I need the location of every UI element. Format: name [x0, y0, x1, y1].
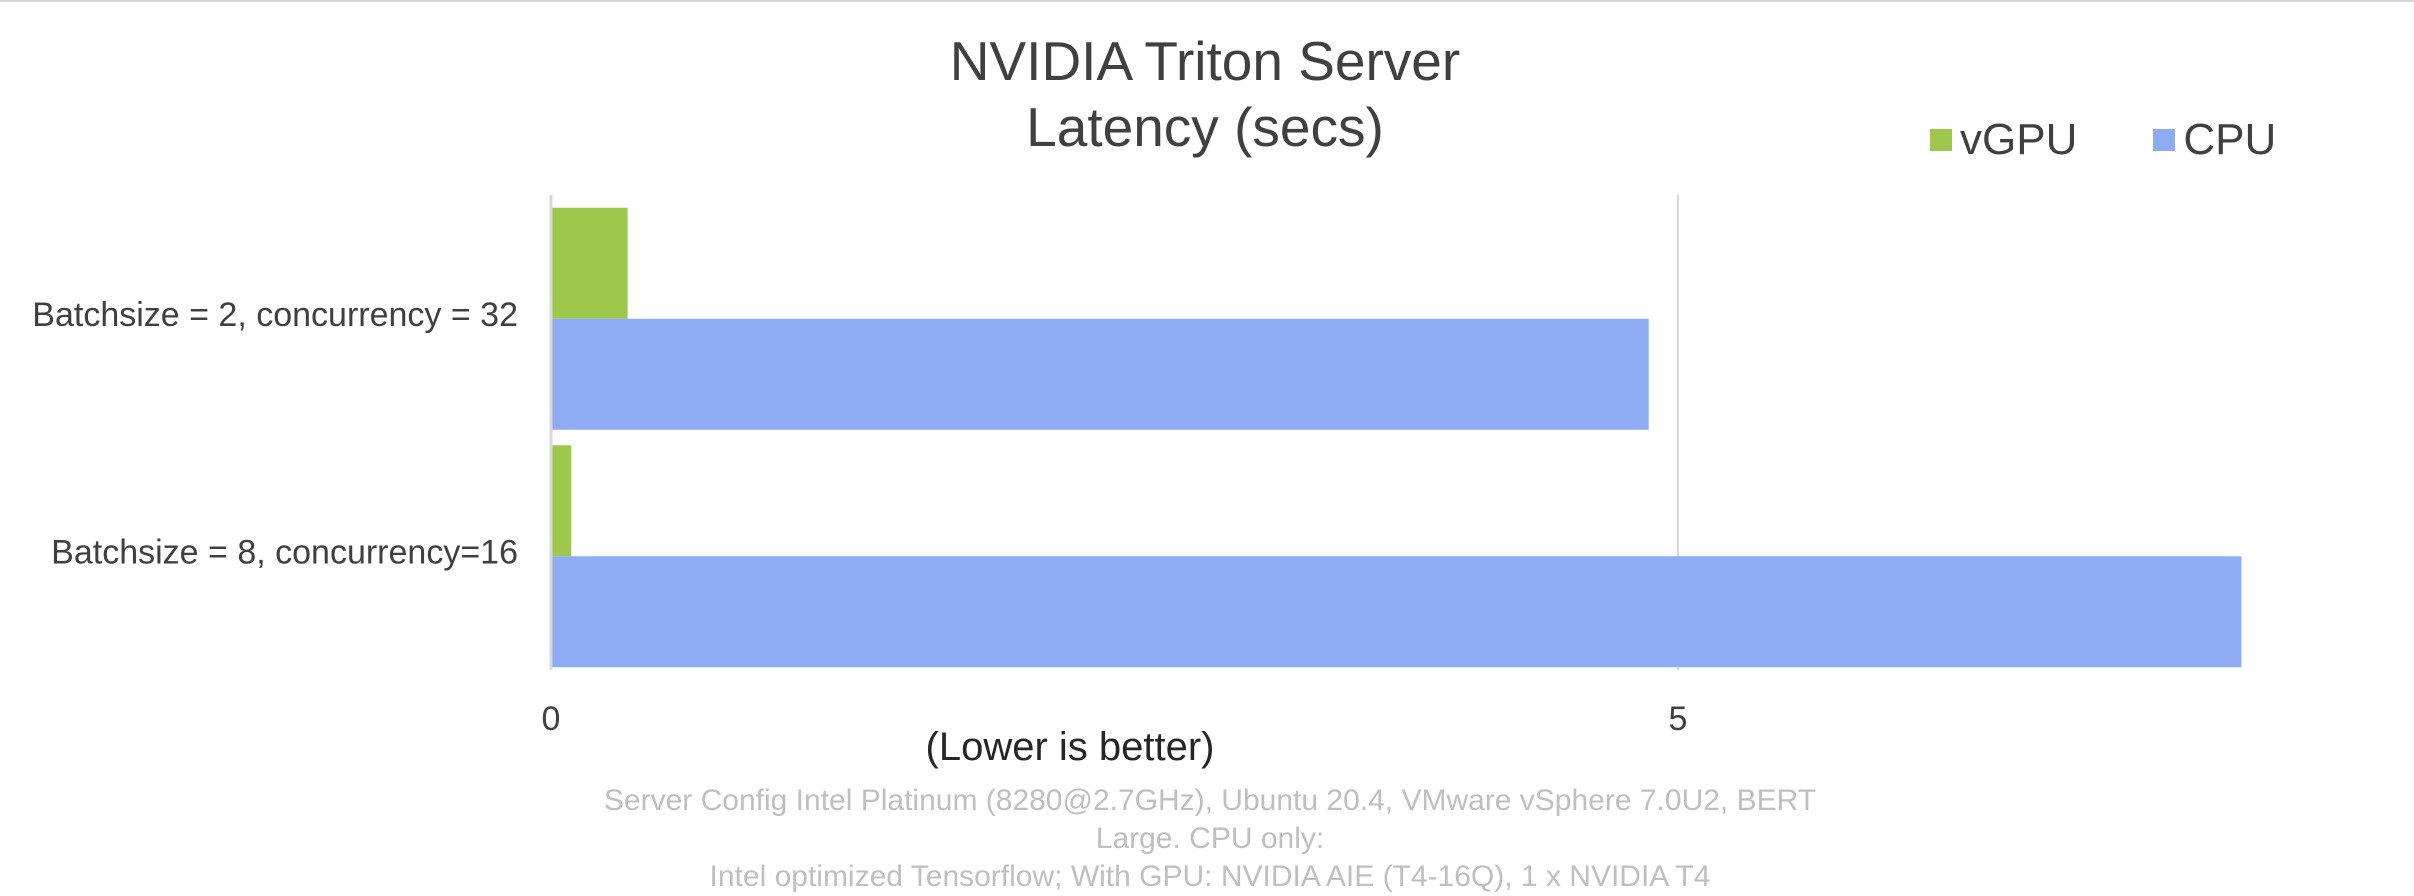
bar-vgpu-2 — [551, 445, 572, 557]
x-tick-label-5: 5 — [1669, 700, 1688, 738]
legend-item-vgpu: vGPU — [1930, 115, 2077, 165]
legend-swatch-vgpu — [1930, 129, 1952, 151]
footnote-line-2: Intel optimized Tensorflow; With GPU: NV… — [709, 860, 1711, 893]
category-label-1: Batchsize = 2, concurrency = 32 — [32, 296, 518, 334]
chart-title-line-2: Latency (secs) — [1026, 96, 1384, 158]
chart-legend: vGPU CPU — [1930, 112, 2276, 168]
bar-vgpu-1 — [551, 207, 628, 319]
x-tick-label-0: 0 — [542, 700, 561, 738]
chart-title: NVIDIA Triton Server Latency (secs) — [700, 28, 1710, 160]
bar-chart: 0 5 Batchsize = 2, concurrency = 32 Batchsi… — [32, 195, 2242, 769]
legend-item-cpu: CPU — [2153, 115, 2276, 165]
legend-swatch-cpu — [2153, 129, 2176, 151]
bar-cpu-1 — [551, 318, 1649, 430]
footnote: Server Config Intel Platinum (8280@2.7GH… — [560, 782, 1860, 896]
footnote-line-1: Server Config Intel Platinum (8280@2.7GH… — [603, 784, 1817, 855]
x-axis-label: (Lower is better) — [926, 725, 1215, 769]
category-label-2: Batchsize = 8, concurrency=16 — [51, 533, 518, 571]
legend-label-vgpu: vGPU — [1960, 115, 2078, 164]
chart-title-line-1: NVIDIA Triton Server — [949, 30, 1461, 92]
bar-cpu-2 — [551, 556, 2242, 668]
legend-label-cpu: CPU — [2183, 115, 2277, 164]
top-divider — [0, 0, 2414, 2]
